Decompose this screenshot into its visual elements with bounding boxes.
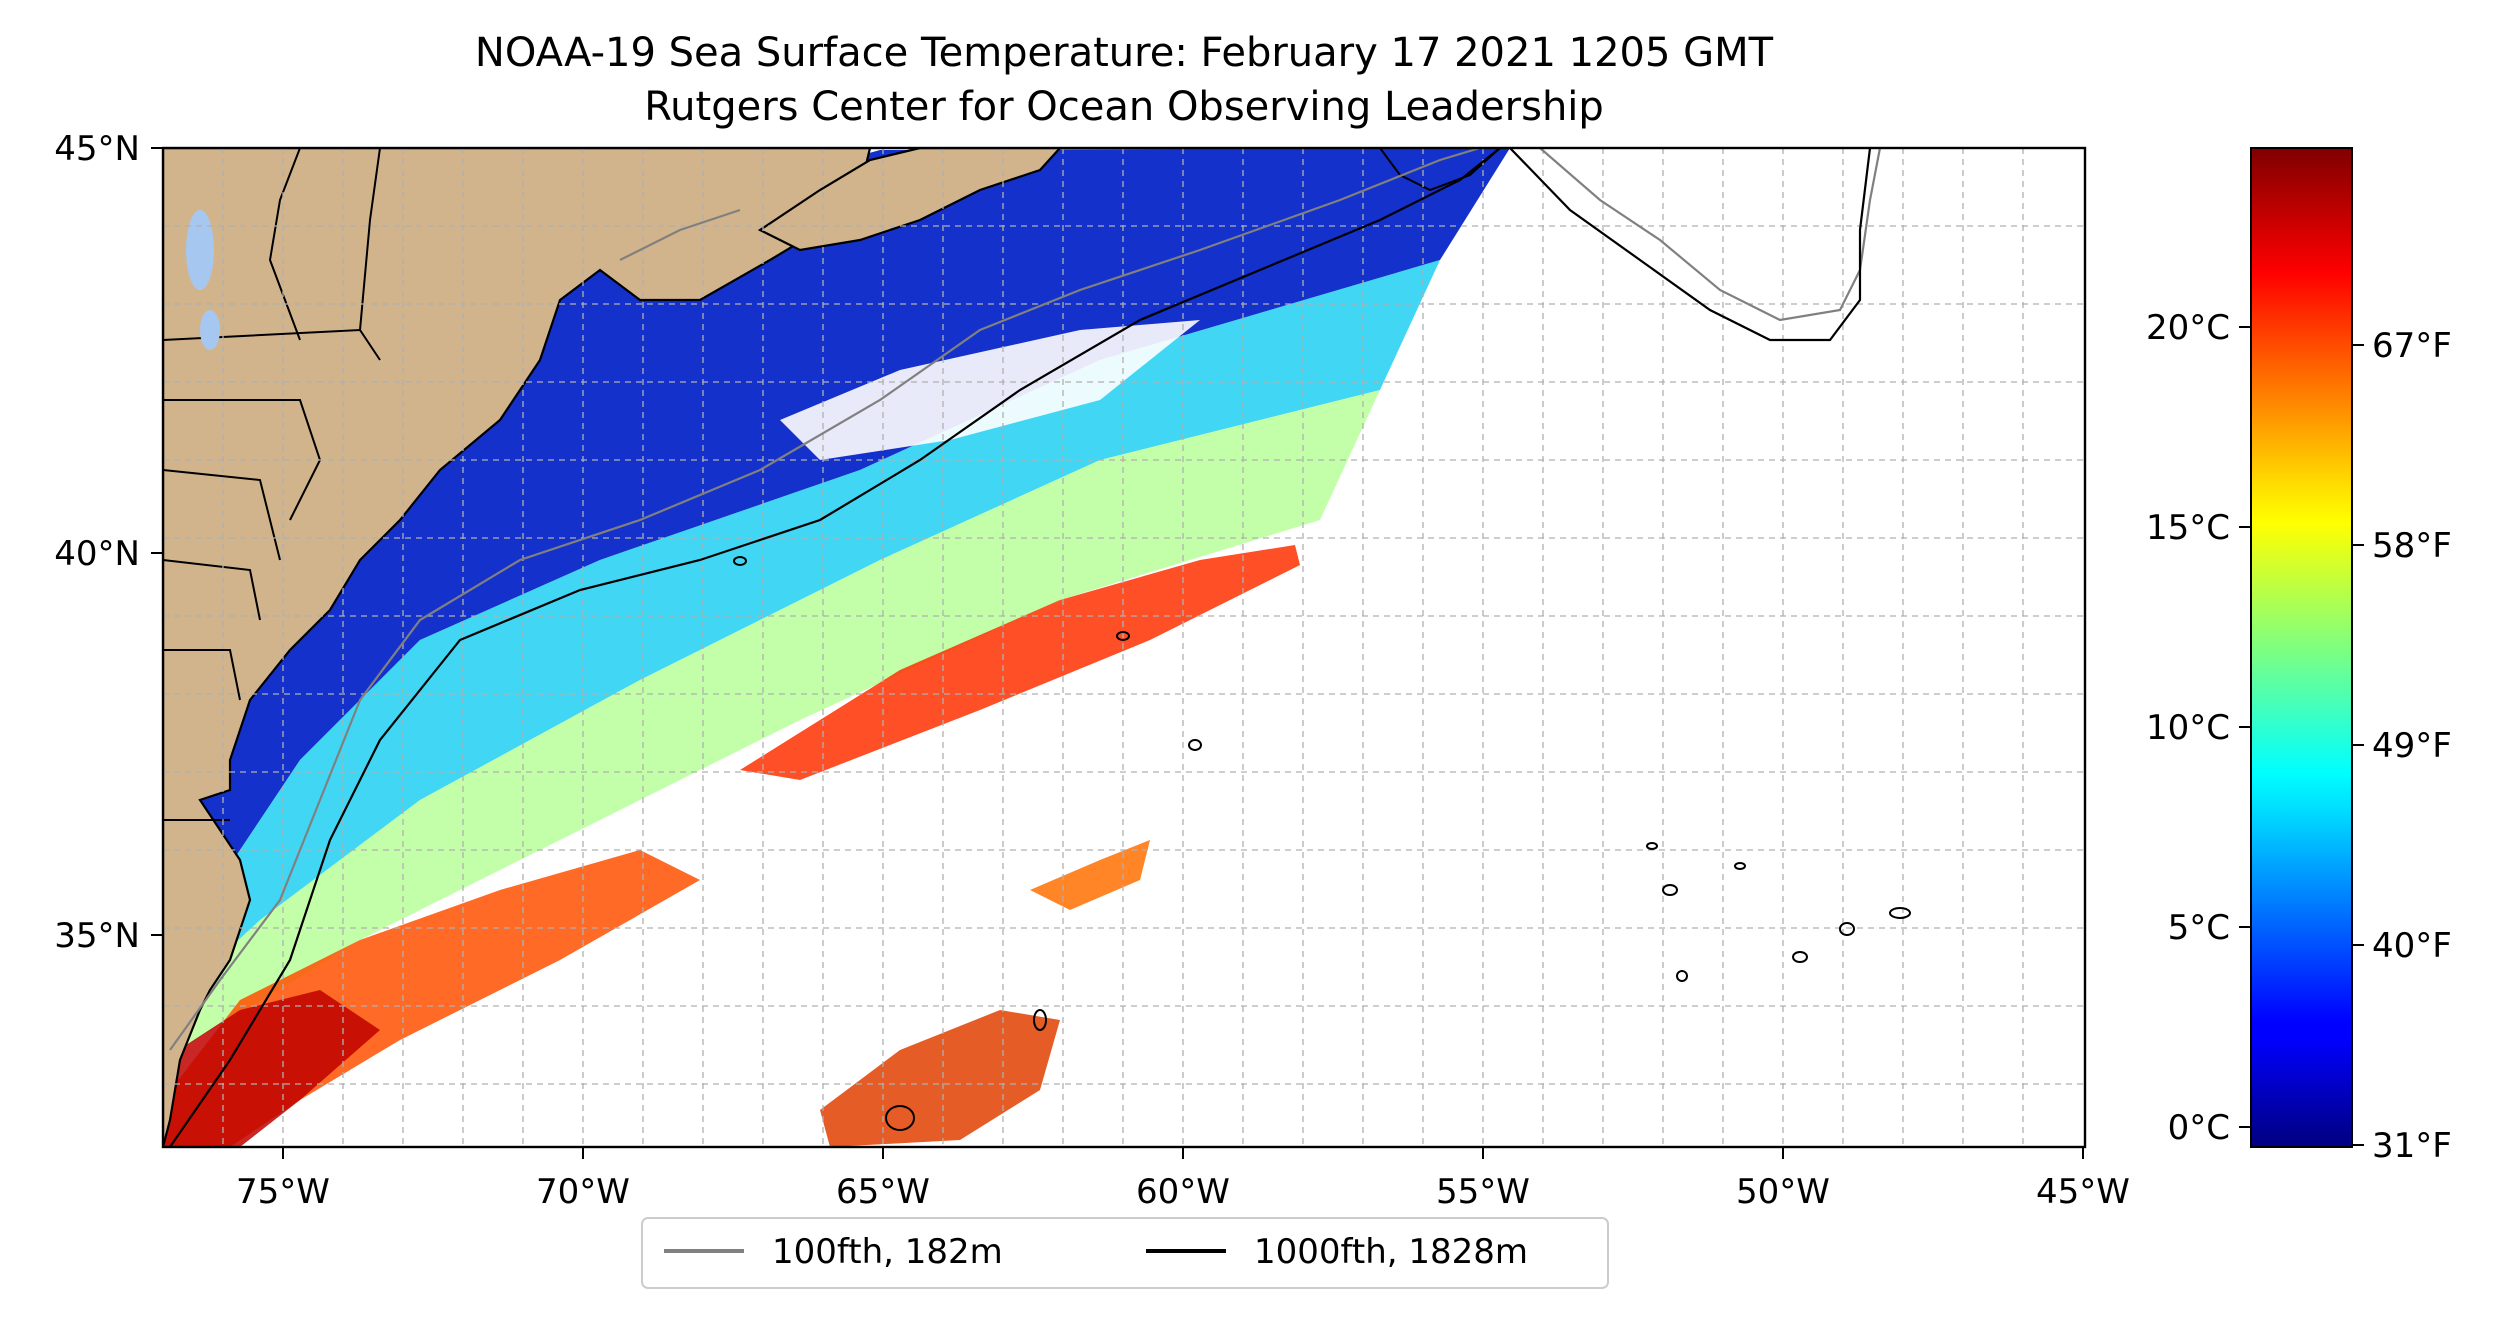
sst-warm-stream [740, 545, 1300, 780]
lat-tick-labels: 35°N 40°N 45°N [54, 129, 140, 956]
sst-green-band [163, 390, 1380, 1060]
lon-tick-label: 65°W [836, 1172, 930, 1212]
legend-label-1000fth: 1000fth, 1828m [1254, 1232, 1528, 1272]
map-area [163, 148, 2085, 1147]
colorbar-gradient [2250, 147, 2353, 1148]
lat-tick-label: 35°N [54, 916, 140, 956]
colorbar-fahrenheit-label: 58°F [2372, 526, 2452, 566]
legend-frame [641, 1217, 1609, 1289]
map-frame [161, 146, 2087, 1149]
contour-100fth [169, 148, 1882, 1051]
lakes [186, 210, 220, 350]
legend-label-100fth: 100fth, 182m [772, 1232, 1003, 1272]
axis-ticks [151, 147, 2084, 1159]
colorbar-celsius-label: 0°C [2168, 1108, 2230, 1148]
lon-tick-label: 70°W [536, 1172, 630, 1212]
state-borders [163, 148, 381, 821]
colorbar: 0°C 5°C 10°C 15°C 20°C 31°F 40°F 49°F 58… [2146, 147, 2452, 1166]
lon-tick-label: 75°W [236, 1172, 330, 1212]
colorbar-celsius-label: 20°C [2146, 308, 2230, 348]
sst-patch-south [820, 1010, 1060, 1147]
title-line-1: NOAA-19 Sea Surface Temperature: Februar… [475, 30, 1774, 76]
lat-tick-label: 45°N [54, 129, 140, 169]
sst-hot-core [163, 990, 380, 1147]
contour-1000fth [169, 148, 1872, 1147]
lat-tick-label: 40°N [54, 534, 140, 574]
colorbar-celsius-label: 5°C [2168, 908, 2230, 948]
lon-tick-label: 50°W [1736, 1172, 1830, 1212]
colorbar-fahrenheit-label: 31°F [2372, 1126, 2452, 1166]
seamounts [733, 556, 1911, 1131]
lon-tick-label: 45°W [2036, 1172, 2130, 1212]
title-line-2: Rutgers Center for Ocean Observing Leade… [644, 84, 1604, 130]
colorbar-fahrenheit-label: 40°F [2372, 926, 2452, 966]
colorbar-celsius-label: 10°C [2146, 708, 2230, 748]
lon-tick-label: 55°W [1436, 1172, 1530, 1212]
colorbar-fahrenheit-label: 67°F [2372, 326, 2452, 366]
sst-cloud-gap [780, 320, 1200, 460]
sst-patch-east [1030, 840, 1150, 910]
legend: 100fth, 182m 1000fth, 1828m [641, 1217, 1609, 1289]
land [163, 148, 1502, 1147]
north-american-coast [163, 148, 872, 1147]
nova-scotia [757, 148, 1062, 252]
lon-tick-labels: 75°W 70°W 65°W 60°W 55°W 50°W 45°W [236, 1172, 2130, 1212]
newfoundland-edge [1378, 148, 1502, 192]
colorbar-celsius-label: 15°C [2146, 508, 2230, 548]
lon-tick-label: 60°W [1136, 1172, 1230, 1212]
colorbar-fahrenheit-label: 49°F [2372, 726, 2452, 766]
sst-cool-slope [163, 260, 1440, 1010]
grid-lines [163, 148, 2085, 1147]
